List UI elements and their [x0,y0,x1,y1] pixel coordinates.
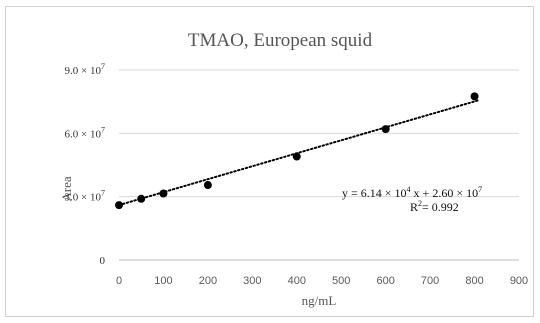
x-tick-label-0: 0 [116,275,122,287]
x-tick-label-4: 400 [288,275,306,287]
x-tick-label-3: 300 [243,275,261,287]
data-point-0 [115,201,123,210]
equation-exponent-1: 4 [407,185,411,194]
x-axis-label: ng/mL [302,293,337,308]
y-tick-label-1: 3.0 × 107 [65,189,105,204]
x-tick-label-8: 800 [465,275,483,287]
grid-lines [119,69,519,261]
data-point-2 [159,189,168,198]
equation-part-2: x + 2.60 × 10 [411,186,479,200]
data-point-5 [381,125,390,134]
trendline [118,99,480,207]
y-tick-label-2: 6.0 × 107 [65,125,105,140]
x-tick-label-2: 200 [199,275,217,287]
y-tick-label-3: 9.0 × 107 [65,62,105,77]
y-axis-label: Area [59,176,74,201]
x-tick-labels: 0 100 200 300 400 500 600 700 800 900 [116,275,528,287]
data-points [115,92,479,210]
y-tick-labels: 0 3.0 × 107 6.0 × 107 9.0 × 107 [65,62,106,267]
y-tick-label-0: 0 [100,255,106,267]
r-squared-label: R2= 0.992 [410,199,459,214]
x-tick-label-6: 600 [376,275,394,287]
x-tick-label-1: 100 [154,275,172,287]
x-tick-label-5: 500 [332,275,350,287]
x-tick-label-7: 700 [421,275,439,287]
equation-part-1: y = 6.14 × 10 [342,186,407,200]
x-tick-label-9: 900 [510,275,528,287]
trendline-layer [118,99,480,207]
r-squared-exponent: 2 [418,199,422,208]
chart-title: TMAO, European squid [188,30,373,51]
equation-exponent-2: 7 [478,185,482,194]
data-point-6 [470,92,479,101]
r-squared-value: = 0.992 [422,200,459,214]
trendline-equation: y = 6.14 × 104 x + 2.60 × 107 [342,185,482,200]
r-squared-symbol: R [410,200,418,214]
data-point-1 [137,194,146,203]
data-point-3 [203,181,212,190]
data-point-4 [292,152,301,161]
